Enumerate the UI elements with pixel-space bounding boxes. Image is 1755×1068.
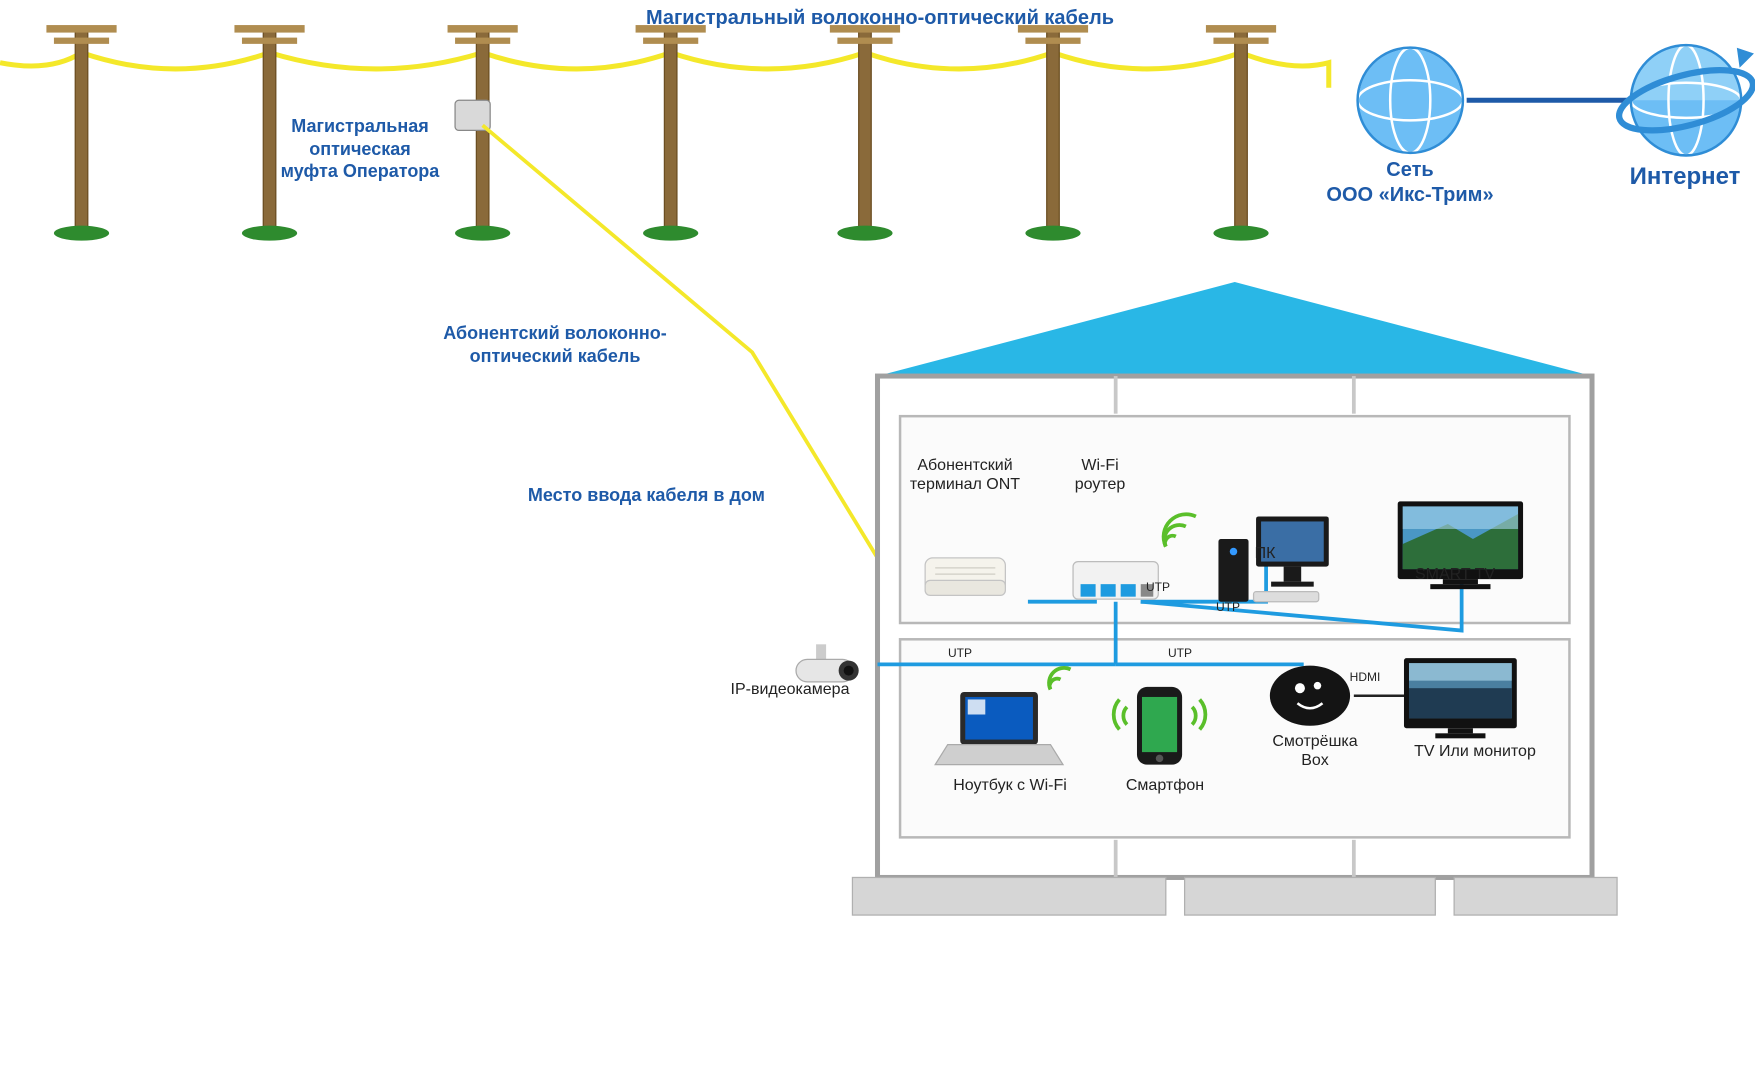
internet-globe-icon xyxy=(1613,44,1755,156)
pc-label: ПК xyxy=(1225,544,1305,563)
ip-camera-icon xyxy=(796,644,859,682)
pole xyxy=(1206,25,1276,241)
tvbox-label: Смотрёшка Box xyxy=(1245,732,1385,770)
internet-label: Интернет xyxy=(1580,162,1755,192)
laptop-label: Ноутбук с Wi-Fi xyxy=(930,776,1090,795)
ont-label: Абонентский терминал ONT xyxy=(885,456,1045,494)
network-globe-icon xyxy=(1358,48,1463,153)
hdmi-tag: HDMI xyxy=(1340,670,1390,684)
ip-camera-label: IP-видеокамера xyxy=(700,680,880,699)
junction-box-label: Магистральная оптическая муфта Оператора xyxy=(245,115,475,183)
network-label: Сеть ООО «Икс-Трим» xyxy=(1280,158,1540,208)
entry-point-label: Место ввода кабеля в дом xyxy=(455,484,765,507)
tvbox-icon xyxy=(1270,666,1350,726)
utp-tag: UTP xyxy=(1160,646,1200,660)
backbone-cable-label: Магистральный волоконно-оптический кабел… xyxy=(500,6,1260,31)
smartphone-label: Смартфон xyxy=(1105,776,1225,795)
utp-tag: UTP xyxy=(1138,580,1178,594)
pole xyxy=(1018,25,1088,241)
tv-monitor-label: TV Или монитор xyxy=(1385,742,1565,761)
utp-tag: UTP xyxy=(940,646,980,660)
wifi-router-label: Wi-Fi роутер xyxy=(1050,456,1150,494)
pole xyxy=(46,25,116,241)
drop-cable-label: Абонентский волоконно- оптический кабель xyxy=(410,322,700,367)
tv-monitor-icon xyxy=(1404,658,1517,738)
ont-device-icon xyxy=(925,558,1005,596)
smart-tv-label: SMART TV xyxy=(1385,565,1525,584)
utp-tag: UTP xyxy=(1208,600,1248,614)
